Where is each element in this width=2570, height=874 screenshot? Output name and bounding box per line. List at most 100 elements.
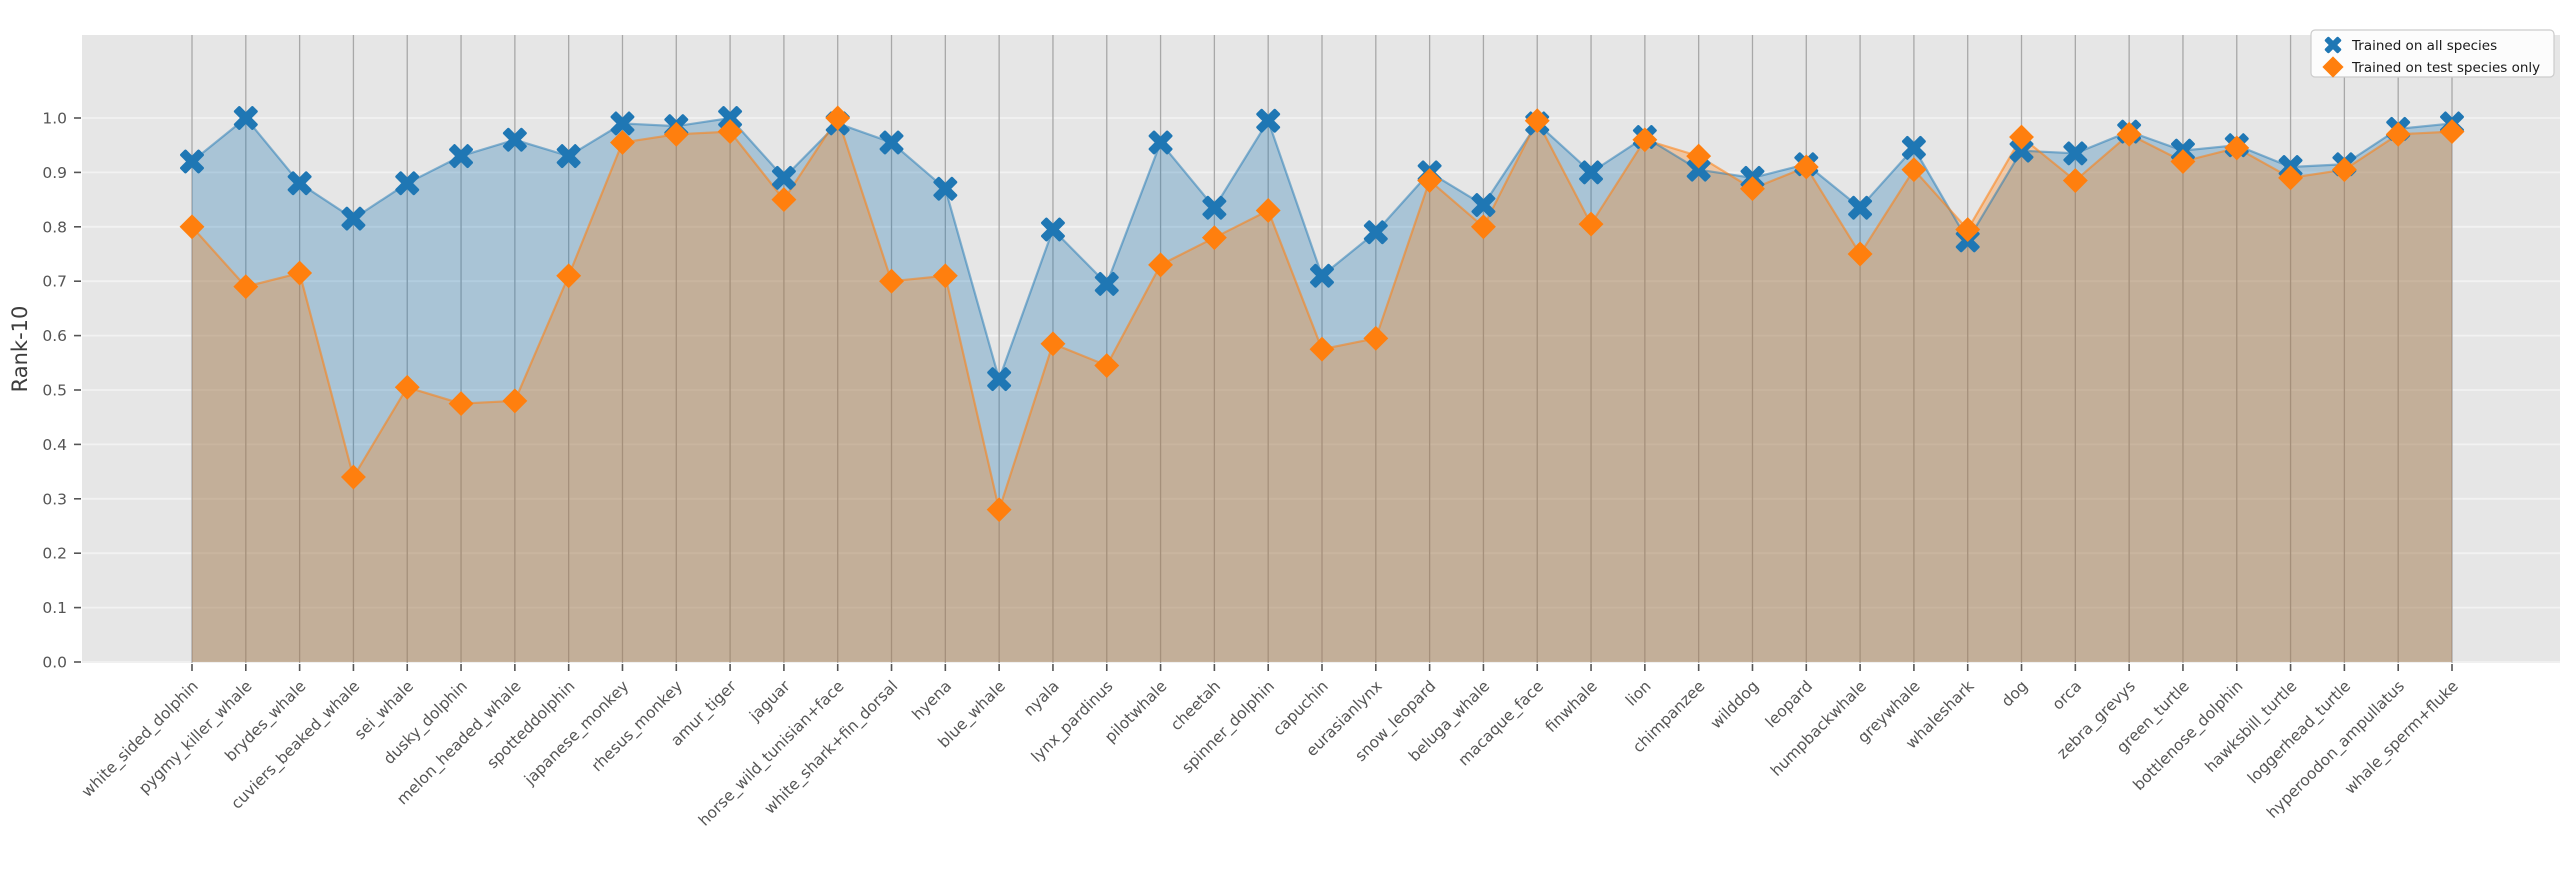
data-point-marker [449, 144, 473, 169]
x-tick-label: wilddog [1707, 677, 1762, 732]
data-point-marker [663, 121, 689, 147]
y-axis-label: Rank-10 [8, 306, 32, 393]
y-tick-label: 1.0 [42, 110, 67, 128]
data-point-marker [1901, 135, 1926, 160]
x-marker-bar [987, 367, 1012, 392]
data-point-marker [879, 130, 904, 155]
data-point-marker [1471, 193, 1496, 217]
data-point-marker [1094, 271, 1119, 296]
x-marker-bar [341, 206, 366, 231]
x-tick-label: spinner_dolphin [1178, 677, 1278, 777]
x-tick-label: lion [1622, 677, 1654, 709]
data-point-marker [1202, 195, 1227, 220]
y-tick-label: 0.5 [42, 382, 67, 400]
data-point-marker [1363, 220, 1388, 245]
x-tick-label: finwhale [1542, 677, 1601, 736]
x-marker-bar [1202, 195, 1227, 220]
x-marker-bar [502, 127, 527, 152]
legend-entry-label: Trained on all species [2351, 38, 2497, 54]
y-tick-label: 0.0 [42, 654, 67, 672]
data-point-marker [610, 130, 635, 155]
data-point-marker [987, 367, 1012, 392]
data-point-marker [448, 391, 474, 417]
x-marker-bar [395, 171, 420, 196]
data-point-marker [933, 176, 958, 201]
legend-entry-label: Trained on test species only [2351, 60, 2540, 76]
x-marker-bar [2324, 36, 2342, 54]
data-point-marker [340, 464, 366, 490]
data-point-marker [556, 144, 581, 169]
y-tick-label: 0.4 [42, 436, 67, 454]
data-point-marker [287, 171, 312, 196]
data-point-marker [2063, 141, 2088, 166]
x-tick-label: rhesus_monkey [588, 677, 687, 776]
x-tick-label: humpbackwhale [1767, 677, 1870, 780]
data-point-marker [1256, 108, 1281, 133]
data-point-marker [2062, 168, 2088, 194]
x-marker-bar [1310, 263, 1334, 288]
x-marker-bar [233, 106, 258, 130]
data-point-marker [233, 106, 258, 130]
data-point-marker [1686, 157, 1711, 182]
data-point-marker [395, 171, 420, 196]
y-tick-label: 0.8 [42, 218, 67, 236]
x-tick-label: loggerhead_turtle [2244, 677, 2355, 788]
data-point-marker [1041, 217, 1065, 242]
data-point-marker [394, 374, 420, 400]
x-marker-bar [1094, 271, 1119, 296]
data-point-marker [879, 268, 904, 294]
x-tick-label: hawksbill_turtle [2202, 677, 2302, 777]
data-point-marker [1848, 195, 1873, 220]
data-point-marker [502, 127, 527, 152]
legend: Trained on all species Trained on test sp… [2310, 29, 2555, 78]
series-fill-0 [192, 118, 2452, 662]
x-marker-bar [556, 144, 581, 169]
x-tick-label: orca [2049, 677, 2085, 713]
y-tick-label: 0.7 [42, 273, 67, 291]
x-marker-bar [1901, 135, 1926, 160]
data-point-marker [1310, 263, 1334, 288]
x-marker-bar [1148, 130, 1173, 155]
data-point-marker [341, 206, 366, 231]
x-tick-label: dog [1998, 677, 2031, 710]
x-marker-bar [2063, 141, 2088, 166]
data-point-marker [717, 119, 743, 145]
x-marker-bar [1363, 220, 1388, 245]
x-marker-bar [449, 144, 473, 169]
x-marker-bar [2009, 138, 2034, 163]
data-point-marker [2009, 138, 2034, 163]
x-marker-bar [879, 130, 904, 155]
x-marker-bar [718, 106, 743, 130]
x-marker-bar [1471, 193, 1496, 217]
x-tick-label: leopard [1762, 677, 1816, 731]
x-marker-bar [180, 149, 204, 174]
x-marker-bar [933, 176, 958, 201]
y-tick-label: 0.1 [42, 599, 67, 617]
data-point-marker [179, 214, 205, 240]
data-point-marker [1148, 130, 1173, 155]
legend-box [2310, 29, 2555, 78]
y-tick-label: 0.3 [42, 490, 67, 508]
y-tick-label: 0.6 [42, 327, 67, 345]
data-point-marker [287, 260, 313, 286]
data-point-marker [771, 165, 796, 190]
y-tick-label: 0.2 [42, 545, 67, 563]
data-point-marker [718, 106, 743, 130]
x-marker-bar [1256, 108, 1281, 133]
x-marker-bar [610, 111, 635, 136]
y-tick-label: 0.9 [42, 164, 67, 182]
x-tick-label: jaguar [745, 677, 794, 726]
data-point-marker [2331, 157, 2357, 183]
x-marker-bar [1579, 160, 1603, 185]
x-marker-bar [287, 171, 312, 196]
legend-marker-x-icon [2324, 36, 2342, 54]
x-marker-bar [1686, 157, 1711, 182]
x-tick-label: hyena [909, 677, 956, 724]
data-point-marker [610, 111, 635, 136]
legend-marker-diamond-icon [2322, 56, 2344, 78]
x-marker-bar [771, 165, 796, 190]
x-marker-bar [1041, 217, 1065, 242]
data-point-marker [1579, 160, 1603, 185]
